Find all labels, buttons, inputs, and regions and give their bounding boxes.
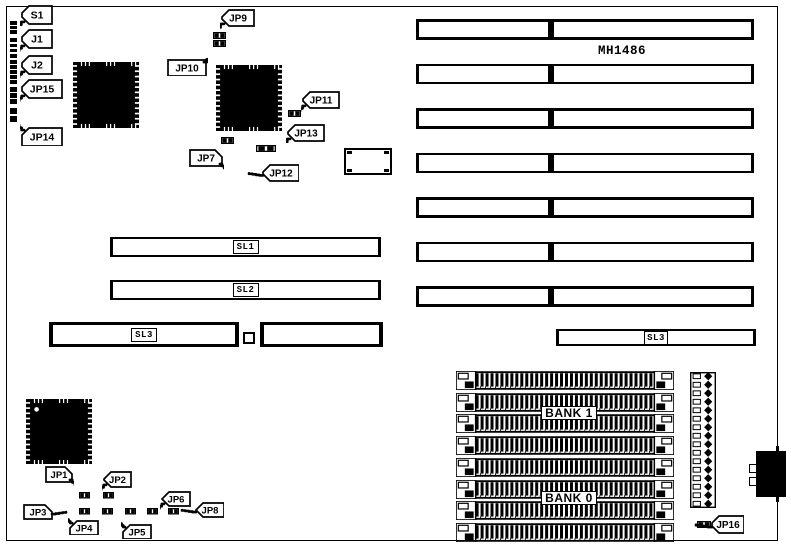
svg-text:JP7: JP7	[197, 154, 215, 165]
svg-text:JP12: JP12	[269, 169, 293, 180]
svg-text:JP1: JP1	[51, 470, 69, 481]
svg-text:S1: S1	[31, 10, 44, 22]
svg-text:JP8: JP8	[202, 505, 219, 516]
svg-text:JP16: JP16	[716, 520, 740, 531]
svg-text:JP5: JP5	[129, 527, 147, 538]
svg-text:JP2: JP2	[109, 475, 126, 486]
svg-text:JP3: JP3	[30, 507, 47, 518]
svg-text:JP13: JP13	[294, 129, 318, 140]
svg-text:JP14: JP14	[30, 132, 55, 144]
svg-text:JP9: JP9	[229, 14, 247, 25]
svg-text:J1: J1	[31, 34, 43, 46]
svg-text:JP10: JP10	[175, 64, 199, 75]
svg-text:J2: J2	[31, 60, 43, 72]
svg-text:JP15: JP15	[30, 84, 55, 96]
svg-text:JP4: JP4	[76, 523, 94, 534]
svg-text:JP11: JP11	[310, 96, 333, 107]
